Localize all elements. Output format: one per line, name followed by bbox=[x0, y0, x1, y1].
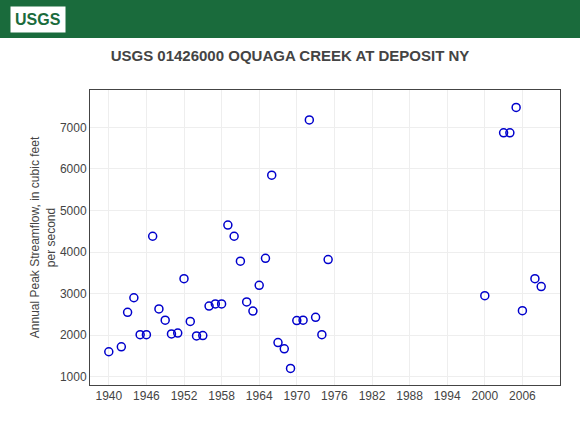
svg-text:1940: 1940 bbox=[95, 389, 122, 403]
svg-text:1976: 1976 bbox=[321, 389, 348, 403]
svg-text:5000: 5000 bbox=[60, 204, 87, 218]
svg-text:Annual Peak Streamflow, in cub: Annual Peak Streamflow, in cubic feetper… bbox=[28, 136, 58, 338]
svg-text:2000: 2000 bbox=[60, 328, 87, 342]
svg-text:2000: 2000 bbox=[471, 389, 498, 403]
svg-text:1946: 1946 bbox=[133, 389, 160, 403]
svg-text:USGS: USGS bbox=[15, 11, 61, 28]
svg-text:3000: 3000 bbox=[60, 287, 87, 301]
svg-text:USGS 01426000 OQUAGA CREEK AT: USGS 01426000 OQUAGA CREEK AT DEPOSIT NY bbox=[111, 47, 470, 64]
svg-text:1994: 1994 bbox=[434, 389, 461, 403]
svg-text:1970: 1970 bbox=[283, 389, 310, 403]
svg-text:1958: 1958 bbox=[208, 389, 235, 403]
svg-text:2006: 2006 bbox=[509, 389, 536, 403]
svg-text:1988: 1988 bbox=[396, 389, 423, 403]
svg-text:1000: 1000 bbox=[60, 370, 87, 384]
svg-text:7000: 7000 bbox=[60, 121, 87, 135]
svg-text:6000: 6000 bbox=[60, 162, 87, 176]
svg-text:1982: 1982 bbox=[359, 389, 386, 403]
svg-text:1952: 1952 bbox=[171, 389, 198, 403]
svg-text:4000: 4000 bbox=[60, 245, 87, 259]
svg-text:1964: 1964 bbox=[246, 389, 273, 403]
